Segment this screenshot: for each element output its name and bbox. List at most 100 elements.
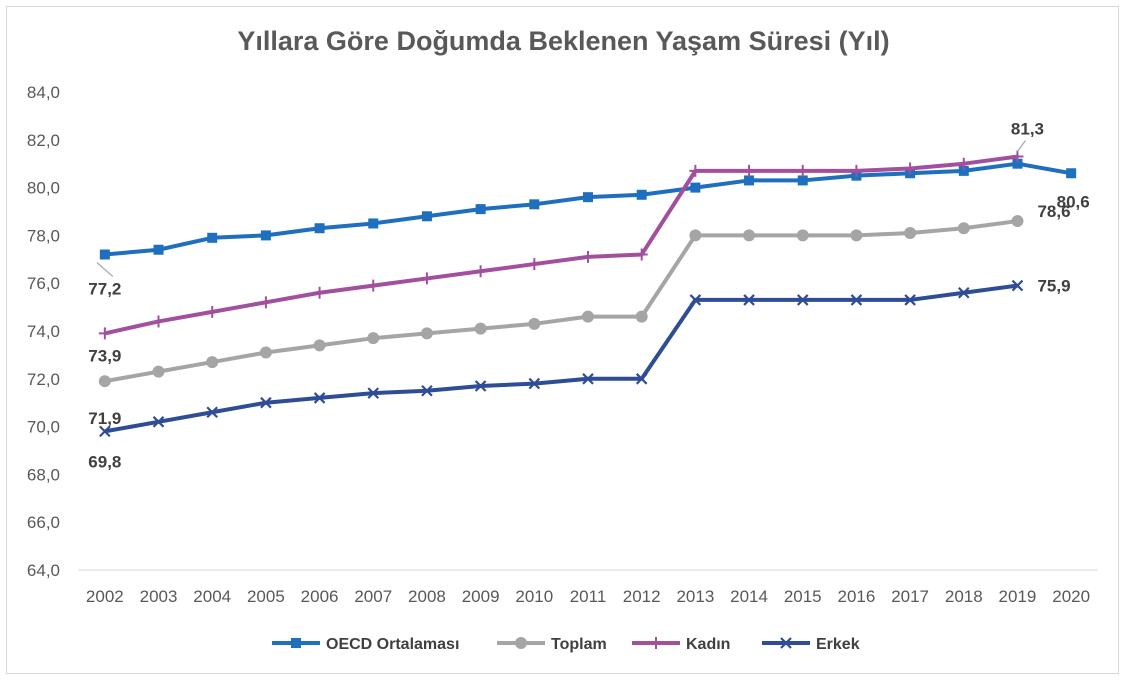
x-tick-label: 2016 — [838, 587, 876, 606]
x-tick-label: 2006 — [301, 587, 339, 606]
data-point-kadin — [796, 164, 809, 177]
data-point-oecd-ortalamasi — [421, 211, 432, 222]
x-tick-label: 2010 — [515, 587, 553, 606]
data-label-leader — [1016, 140, 1026, 152]
y-tick-label: 70,0 — [27, 418, 60, 437]
data-point-kadin — [528, 258, 541, 271]
x-tick-label: 2017 — [891, 587, 929, 606]
data-label-erkek: 69,8 — [88, 452, 121, 471]
data-point-erkek — [582, 373, 594, 385]
data-point-oecd-ortalamasi — [475, 204, 486, 215]
y-tick-label: 64,0 — [27, 561, 60, 580]
data-point-kadin — [635, 248, 648, 261]
data-point-erkek — [850, 294, 863, 306]
data-point-oecd-ortalamasi — [207, 232, 218, 243]
data-point-kadin — [850, 164, 863, 177]
x-tick-label: 2018 — [945, 587, 983, 606]
data-point-kadin — [98, 327, 111, 340]
data-point-kadin — [904, 162, 917, 175]
legend-label-toplam: Toplam — [551, 636, 607, 653]
legend-label-erkek: Erkek — [816, 636, 860, 653]
data-point-erkek — [528, 377, 541, 390]
data-point-erkek — [367, 387, 380, 399]
data-point-toplam — [689, 229, 702, 242]
x-tick-label: 2014 — [730, 587, 768, 606]
data-point-oecd-ortalamasi — [797, 175, 808, 186]
data-label-toplam: 78,6 — [1037, 202, 1070, 221]
data-point-toplam — [582, 310, 594, 323]
legend-marker-oecd-ortalamasi — [291, 638, 301, 648]
data-point-oecd-ortalamasi — [690, 182, 701, 193]
data-point-erkek — [1011, 279, 1024, 292]
data-point-oecd-ortalamasi — [636, 189, 647, 200]
data-point-erkek — [99, 425, 111, 438]
series-line-toplam — [104, 219, 1018, 384]
data-label-leader — [96, 262, 114, 277]
data-point-toplam — [420, 327, 433, 340]
data-point-erkek — [152, 416, 165, 428]
series-line-oecd-ortalamasi — [104, 161, 1072, 257]
data-point-erkek — [206, 406, 218, 419]
data-point-toplam — [259, 346, 272, 359]
data-point-oecd-ortalamasi — [314, 223, 325, 234]
x-tick-label: 2013 — [676, 587, 714, 606]
data-point-oecd-ortalamasi — [1012, 158, 1023, 169]
legend-label-oecd-ortalamasi: OECD Ortalaması — [326, 636, 459, 653]
y-tick-label: 74,0 — [27, 322, 60, 341]
x-tick-label: 2009 — [462, 587, 500, 606]
data-point-oecd-ortalamasi — [529, 199, 540, 210]
data-point-toplam — [635, 310, 648, 323]
x-tick-label: 2007 — [354, 587, 392, 606]
y-tick-label: 66,0 — [27, 513, 60, 532]
x-tick-label: 2012 — [623, 587, 661, 606]
data-point-toplam — [474, 322, 487, 335]
data-point-erkek — [421, 384, 433, 397]
data-point-toplam — [796, 229, 809, 242]
data-point-oecd-ortalamasi — [1066, 168, 1077, 179]
data-point-erkek — [743, 294, 755, 306]
data-point-kadin — [1011, 150, 1024, 163]
data-point-oecd-ortalamasi — [958, 165, 969, 176]
data-point-toplam — [850, 229, 863, 242]
data-point-toplam — [743, 229, 756, 242]
data-point-toplam — [313, 339, 326, 352]
series-line-kadin — [104, 154, 1018, 336]
data-point-kadin — [689, 164, 702, 177]
x-tick-label: 2015 — [784, 587, 822, 606]
data-point-erkek — [689, 294, 702, 306]
data-point-erkek — [796, 294, 809, 306]
series-line-erkek — [104, 283, 1018, 434]
data-point-kadin — [957, 157, 970, 170]
data-point-oecd-ortalamasi — [153, 244, 164, 255]
data-point-kadin — [313, 286, 326, 299]
data-point-erkek — [313, 392, 326, 404]
chart-title: Yıllara Göre Doğumda Beklenen Yaşam Süre… — [237, 26, 890, 56]
data-point-oecd-ortalamasi — [260, 230, 271, 241]
data-label-kadin: 73,9 — [88, 346, 121, 365]
x-tick-label: 2011 — [570, 587, 607, 606]
y-tick-label: 72,0 — [27, 370, 60, 389]
data-point-kadin — [420, 272, 433, 285]
x-tick-label: 2019 — [999, 587, 1037, 606]
data-point-toplam — [206, 356, 219, 369]
data-point-oecd-ortalamasi — [368, 218, 379, 229]
legend-label-kadin: Kadın — [686, 636, 730, 653]
data-point-kadin — [743, 164, 756, 177]
data-point-erkek — [474, 380, 487, 392]
data-label-toplam: 71,9 — [88, 409, 121, 428]
data-label-erkek: 75,9 — [1037, 277, 1070, 296]
chart-frame — [6, 6, 1119, 674]
legend-marker-toplam — [515, 637, 527, 649]
data-point-toplam — [367, 332, 380, 345]
y-tick-label: 68,0 — [27, 465, 60, 484]
y-tick-label: 78,0 — [27, 226, 60, 245]
data-point-kadin — [367, 279, 380, 292]
y-tick-label: 76,0 — [27, 274, 60, 293]
data-point-oecd-ortalamasi — [99, 249, 110, 260]
y-tick-label: 82,0 — [27, 131, 60, 150]
data-point-erkek — [904, 294, 916, 306]
x-tick-label: 2020 — [1052, 587, 1090, 606]
data-point-toplam — [528, 317, 541, 330]
data-point-kadin — [582, 250, 594, 263]
